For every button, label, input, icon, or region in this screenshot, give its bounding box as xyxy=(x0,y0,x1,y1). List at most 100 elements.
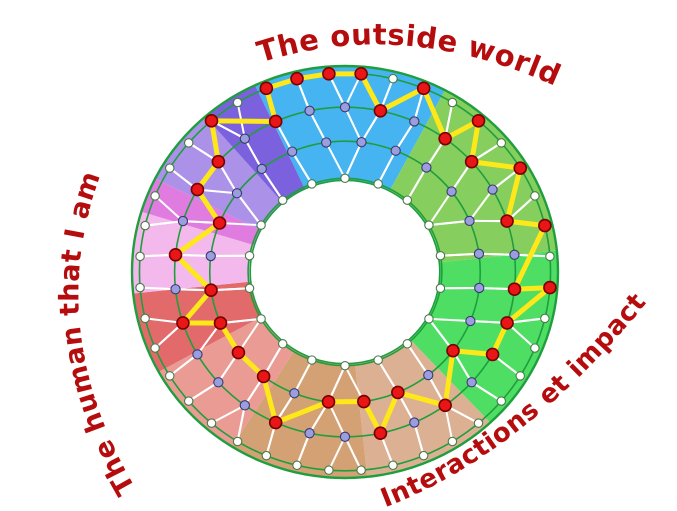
red-node xyxy=(438,131,452,146)
red-node xyxy=(373,426,388,440)
node xyxy=(140,313,150,324)
edge xyxy=(428,219,470,227)
red-node xyxy=(538,218,552,233)
edge xyxy=(236,192,262,226)
node xyxy=(402,195,413,205)
edge xyxy=(188,381,219,402)
red-node xyxy=(543,280,557,295)
node xyxy=(474,282,485,294)
red-node xyxy=(268,114,283,129)
node xyxy=(496,396,507,406)
node xyxy=(465,315,476,327)
node xyxy=(150,191,160,201)
edge xyxy=(296,432,311,466)
node xyxy=(530,191,540,201)
edge xyxy=(219,221,262,227)
node xyxy=(244,250,255,261)
node xyxy=(289,388,300,399)
node xyxy=(324,465,334,475)
edge xyxy=(344,141,363,179)
edge xyxy=(308,110,328,143)
node xyxy=(515,371,526,381)
node xyxy=(213,377,224,388)
red-node xyxy=(464,154,479,169)
red-node xyxy=(290,71,304,86)
node xyxy=(509,249,520,260)
node xyxy=(232,436,243,447)
node xyxy=(135,282,145,293)
node xyxy=(304,428,315,439)
node xyxy=(545,251,555,262)
red-node xyxy=(485,347,500,362)
node xyxy=(135,251,145,262)
node xyxy=(487,184,498,195)
node xyxy=(232,97,243,108)
edge xyxy=(377,150,397,185)
red-node xyxy=(446,343,460,358)
edge xyxy=(468,189,494,222)
red-node xyxy=(204,114,219,128)
node xyxy=(540,313,550,324)
node xyxy=(424,314,434,324)
edge xyxy=(325,141,346,179)
node xyxy=(390,145,401,156)
red-node xyxy=(507,282,522,297)
node xyxy=(409,116,420,127)
node xyxy=(356,465,366,475)
node xyxy=(140,220,150,231)
node xyxy=(205,250,216,262)
node xyxy=(339,431,351,442)
node xyxy=(402,339,413,349)
red-node xyxy=(321,395,336,409)
node xyxy=(388,73,398,84)
label-human-that-i-am: The human that I am xyxy=(54,167,141,500)
node xyxy=(339,102,351,113)
node xyxy=(409,417,420,428)
edge xyxy=(327,436,346,471)
node xyxy=(277,339,288,349)
sector-red xyxy=(133,281,263,372)
edge xyxy=(236,405,246,442)
node xyxy=(277,195,288,205)
edge xyxy=(154,195,184,222)
node xyxy=(446,186,457,197)
edge xyxy=(344,106,363,143)
node xyxy=(177,215,189,227)
node xyxy=(170,284,181,295)
red-node xyxy=(168,247,183,262)
node xyxy=(287,146,298,157)
red-node xyxy=(513,161,528,175)
node xyxy=(256,163,267,175)
node xyxy=(256,220,266,230)
node xyxy=(206,418,217,428)
node xyxy=(418,450,429,461)
node xyxy=(192,349,203,360)
red-node xyxy=(259,81,274,96)
edge xyxy=(428,190,453,226)
node xyxy=(435,283,446,294)
node xyxy=(256,314,266,324)
red-node xyxy=(211,154,226,169)
red-node xyxy=(213,316,228,330)
node xyxy=(164,371,175,381)
edge xyxy=(169,353,199,377)
node xyxy=(373,179,383,189)
sector-salmon xyxy=(158,316,295,447)
node xyxy=(307,355,317,365)
edge xyxy=(394,120,416,152)
red-node xyxy=(354,67,368,81)
red-node xyxy=(357,394,371,409)
edge xyxy=(291,151,313,185)
node xyxy=(473,418,484,428)
edge xyxy=(140,286,176,291)
edge xyxy=(145,220,184,227)
node xyxy=(340,360,350,371)
node xyxy=(183,138,194,148)
sector-purple-dark xyxy=(205,85,305,203)
edge xyxy=(471,381,502,402)
edge xyxy=(243,138,263,170)
node xyxy=(447,97,458,108)
node xyxy=(388,460,398,471)
edge xyxy=(260,168,284,201)
